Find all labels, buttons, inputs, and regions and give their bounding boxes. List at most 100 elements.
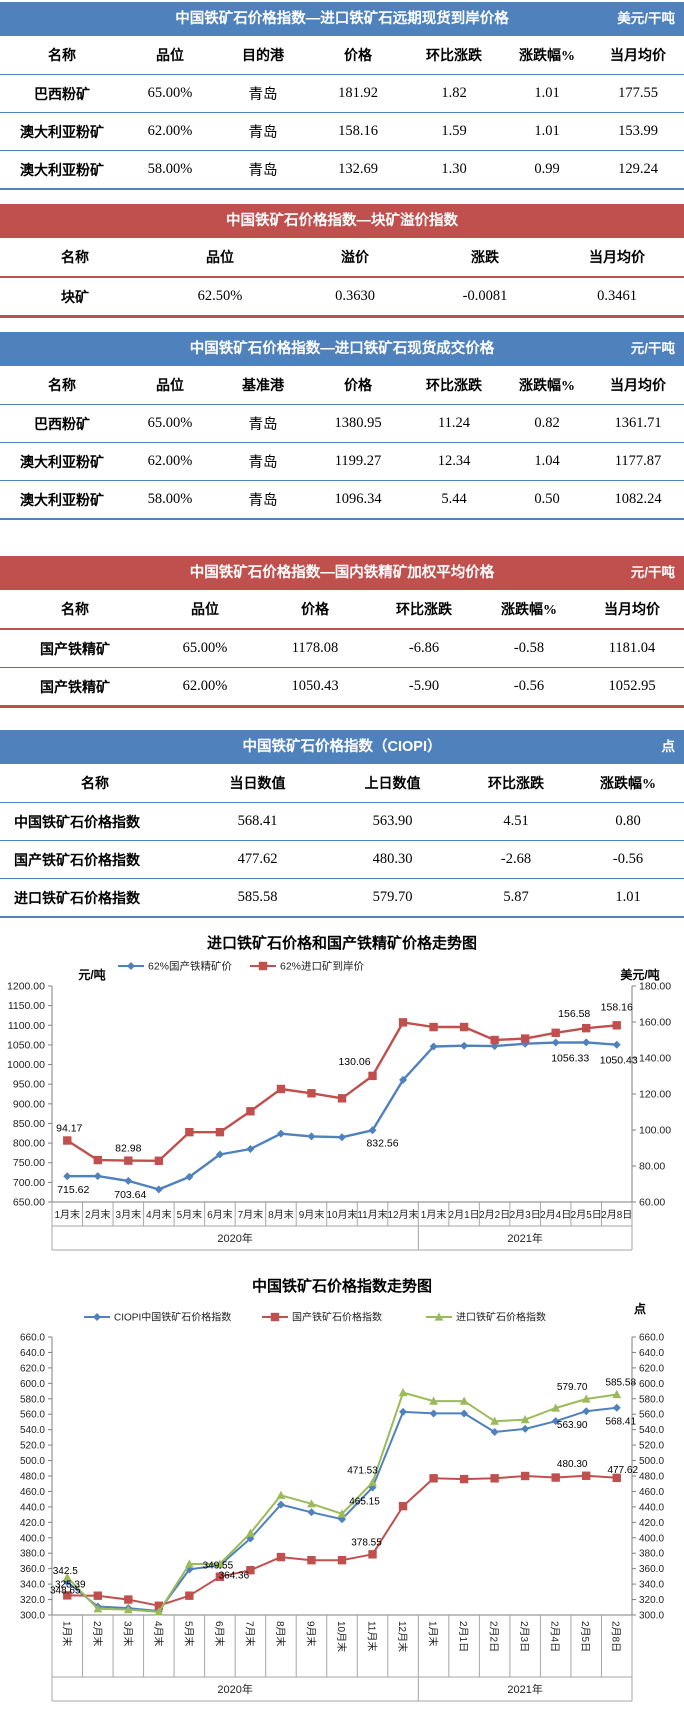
header-cell: 涨跌幅% — [478, 590, 580, 630]
right-axis-unit: 点 — [634, 1301, 646, 1316]
table-cell: 132.69 — [338, 161, 378, 177]
diamond-marker — [185, 1172, 194, 1181]
x-category-label: 4月末 — [152, 1621, 165, 1647]
table-cell: 5.44 — [441, 491, 467, 507]
y-tick-label: 440.0 — [639, 1502, 664, 1513]
data-point-annotation: 342.5 — [53, 1566, 78, 1577]
x-category-label: 1月末 — [421, 1208, 447, 1221]
square-marker — [368, 1550, 377, 1559]
x-category-label: 7月末 — [238, 1208, 264, 1221]
table-row: 澳大利亚粉矿 58.00% 青岛 132.69 1.30 0.99 129.24 — [0, 151, 684, 189]
table-cell: 1.82 — [441, 85, 467, 101]
x-category-label: 1月末 — [60, 1621, 73, 1647]
square-marker — [368, 1071, 377, 1081]
table-row: 国产铁精矿 65.00% 1178.08 -6.86 -0.58 1181.04 — [0, 629, 684, 668]
table-title-bar: 中国铁矿石价格指数—块矿溢价指数 — [0, 204, 684, 238]
diamond-marker — [429, 1042, 438, 1051]
x-category-label: 4月末 — [146, 1208, 172, 1221]
table-cell: 153.99 — [618, 123, 658, 139]
triangle-marker — [612, 1389, 622, 1399]
data-point-annotation: 832.56 — [366, 1137, 398, 1149]
y-tick-label: 580.0 — [639, 1394, 664, 1405]
table-cell: 0.50 — [534, 491, 560, 507]
diamond-marker — [490, 1427, 499, 1436]
square-marker — [124, 1595, 133, 1604]
square-marker — [270, 1312, 280, 1322]
y-tick-label: 320.0 — [639, 1595, 664, 1606]
data-point-annotation: 579.70 — [557, 1382, 588, 1393]
table-cell: 4.51 — [503, 813, 529, 829]
y-tick-label: 620.0 — [639, 1363, 664, 1374]
table-cell: 青岛 — [248, 493, 278, 509]
square-marker — [582, 1023, 591, 1033]
diamond-marker — [612, 1403, 621, 1412]
x-category-label: 8月末 — [274, 1621, 287, 1647]
diamond-marker — [307, 1508, 316, 1517]
header-cell: 名称 — [0, 36, 124, 75]
table-row: 块矿 62.50% 0.3630 -0.0081 0.3461 — [0, 277, 684, 315]
diamond-marker — [63, 1172, 72, 1181]
square-marker — [185, 1127, 194, 1137]
x-category-label: 2月3日 — [518, 1621, 530, 1652]
y-tick-label: 320.0 — [20, 1595, 45, 1606]
square-marker — [337, 1094, 347, 1103]
square-marker — [93, 1591, 102, 1600]
table-row: 澳大利亚粉矿 62.00% 青岛 1199.27 12.34 1.04 1177.87 — [0, 443, 684, 481]
table-unit-label: 美元/干吨 — [617, 11, 675, 26]
diamond-marker — [429, 1409, 438, 1418]
y-tick-label: 300.0 — [639, 1611, 664, 1622]
x-category-label: 5月末 — [177, 1208, 203, 1221]
chart-title: 进口铁矿石价格和国产铁精矿价格走势图 — [207, 934, 477, 952]
table-domestic-concentrate-prices: 中国铁矿石价格指数—国内铁精矿加权平均价格 元/干吨 名称 品位 价格 环比涨跌 涨跌幅% 当… — [0, 556, 684, 708]
y-tick-label: 660.0 — [20, 1333, 45, 1344]
y-tick-label: 620.0 — [20, 1363, 45, 1374]
data-point-annotation: 1050.43 — [600, 1055, 638, 1067]
triangle-marker — [581, 1394, 591, 1403]
diamond-marker — [127, 962, 135, 970]
y-tick-label: 700.00 — [13, 1177, 45, 1189]
header-row: 名称 品位 目的港 价格 环比涨跌 涨跌幅% 当月均价 — [0, 36, 684, 75]
chart-index-trend: 中国铁矿石价格指数走势图点 300.0 320.0 340.0 360.0 380.0 40… — [0, 1273, 684, 1710]
table-cell: -0.58 — [513, 640, 545, 656]
diamond-marker — [399, 1075, 408, 1084]
data-point-annotation: 130.06 — [338, 1056, 370, 1068]
table-cell: 0.3461 — [597, 288, 637, 304]
header-cell: 涨跌幅% — [502, 366, 592, 405]
data-point-annotation: 471.53 — [347, 1466, 378, 1477]
table-cell: 11.24 — [437, 415, 471, 431]
table-title: 中国铁矿石价格指数—进口铁矿石现货成交价格 — [189, 341, 495, 357]
table-cell: 65.00% — [147, 85, 193, 101]
table-row: 国产铁精矿 62.00% 1050.43 -5.90 -0.56 1052.95 — [0, 668, 684, 706]
data-point-annotation: 348.65 — [50, 1585, 81, 1596]
table-cell: 1.04 — [534, 453, 560, 469]
table-title: 中国铁矿石价格指数—进口铁矿石远期现货到岸价格 — [175, 11, 509, 27]
header-row: 名称 当日数值 上日数值 环比涨跌 涨跌幅% — [0, 764, 684, 803]
square-marker — [612, 1021, 621, 1030]
triangle-marker — [307, 1499, 316, 1508]
table-unit-label: 元/干吨 — [630, 341, 675, 356]
triangle-marker — [93, 1604, 103, 1613]
header-cell: 环比涨跌 — [406, 366, 502, 405]
table-cell: -5.90 — [408, 678, 440, 694]
table-cell: 青岛 — [248, 455, 278, 471]
table-cell: 62.00% — [182, 678, 228, 694]
square-marker — [276, 1552, 286, 1562]
x-category-label: 2月5日 — [579, 1621, 591, 1652]
y-tick-label: 560.0 — [20, 1410, 45, 1421]
square-marker — [124, 1156, 133, 1165]
table-cell: 青岛 — [248, 87, 278, 103]
diamond-marker — [582, 1038, 591, 1047]
y-tick-label: 180.00 — [639, 981, 671, 993]
table-cell: 181.92 — [338, 85, 378, 101]
table-title-bar: 中国铁矿石价格指数—进口铁矿石远期现货到岸价格 美元/干吨 — [0, 2, 684, 36]
header-cell: 目的港 — [216, 36, 310, 75]
table-cell: 1.30 — [441, 161, 467, 177]
x-category-label: 1月末 — [427, 1621, 440, 1647]
x-category-label: 11月末 — [366, 1621, 379, 1651]
diamond-marker — [276, 1500, 285, 1509]
y-tick-label: 950.00 — [13, 1079, 45, 1091]
square-marker — [215, 1127, 225, 1137]
row-name-cell: 进口铁矿石价格指数 — [14, 889, 140, 906]
table-cell: 1.01 — [615, 889, 641, 905]
square-marker — [429, 1474, 438, 1483]
